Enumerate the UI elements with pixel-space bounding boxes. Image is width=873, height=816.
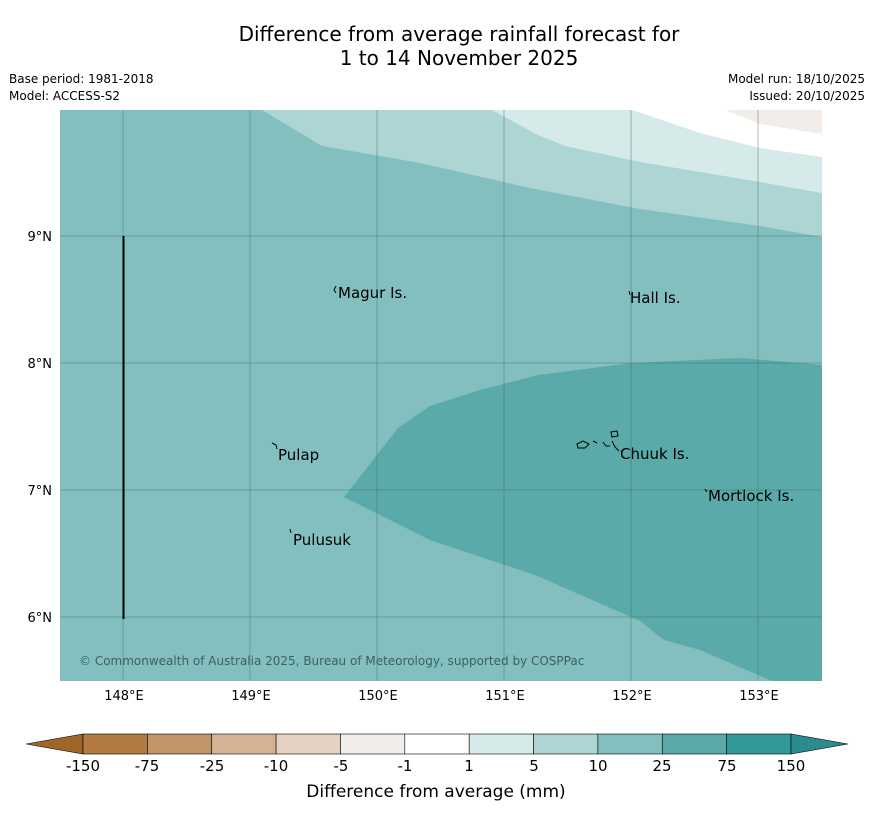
rainfall-band-25-75 xyxy=(344,358,822,681)
magur-island-shape xyxy=(333,285,337,294)
colorbar-swatch xyxy=(533,733,599,755)
colorbar-tick-label: -5 xyxy=(334,757,349,775)
title-line-2: 1 to 14 November 2025 xyxy=(339,46,579,70)
place-label-chuuk: Chuuk Is. xyxy=(620,445,689,463)
colorbar-tick-label: 10 xyxy=(588,757,607,775)
colorbar-swatch xyxy=(597,733,663,755)
mortlock-island-shape xyxy=(704,488,708,493)
colorbar-swatch xyxy=(661,733,727,755)
lat-label: 8°N xyxy=(28,357,53,372)
lon-label: 148°E xyxy=(104,689,144,704)
colorbar-tick-label: 25 xyxy=(652,757,671,775)
colorbar-tick-label: 75 xyxy=(717,757,736,775)
place-label-magur: Magur Is. xyxy=(338,284,407,302)
lon-label: 150°E xyxy=(358,689,398,704)
place-label-pulusuk: Pulusuk xyxy=(293,531,351,549)
colorbar-tick-label: 1 xyxy=(464,757,474,775)
place-label-mortlock: Mortlock Is. xyxy=(708,487,794,505)
colorbar-swatch xyxy=(211,733,277,755)
colorbar-tick-label: -150 xyxy=(66,757,100,775)
colorbar-tick-label: 5 xyxy=(529,757,539,775)
lon-label: 151°E xyxy=(485,689,525,704)
colorbar-swatch xyxy=(340,733,406,755)
colorbar-swatch xyxy=(82,733,148,755)
model-name: Model: ACCESS-S2 xyxy=(9,89,121,103)
colorbar-extend-high xyxy=(790,733,849,755)
run-info: Model run: 18/10/2025 Issued: 20/10/2025 xyxy=(728,71,865,105)
lat-label: 6°N xyxy=(28,611,53,626)
lat-label: 7°N xyxy=(28,484,53,499)
colorbar-tick-label: -10 xyxy=(264,757,289,775)
colorbar-tick-label: -25 xyxy=(200,757,225,775)
colorbar-tick-label: 150 xyxy=(777,757,806,775)
chuuk-island-shape xyxy=(576,430,620,452)
map-title: Difference from average rainfall forecas… xyxy=(0,22,873,70)
base-period: Base period: 1981-2018 xyxy=(9,72,154,86)
issued-date: Issued: 20/10/2025 xyxy=(749,89,865,103)
title-line-1: Difference from average rainfall forecas… xyxy=(238,22,680,46)
rainfall-band-minus5-minus1 xyxy=(725,110,822,134)
colorbar-swatch xyxy=(404,733,470,755)
latitude-labels: 9°N 8°N 7°N 6°N xyxy=(28,230,53,626)
longitude-labels: 148°E 149°E 150°E 151°E 152°E 153°E xyxy=(104,689,779,704)
colorbar-label: Difference from average (mm) xyxy=(306,782,565,802)
pulusuk-island-shape xyxy=(289,528,292,534)
colorbar xyxy=(25,733,849,755)
map-area[interactable]: Magur Is. Hall Is. Pulap Chuuk Is. Mortl… xyxy=(60,110,822,681)
colorbar-swatch xyxy=(726,733,792,755)
colorbar-extend-low xyxy=(25,733,84,755)
colorbar-tick-label: -75 xyxy=(135,757,160,775)
lon-label: 152°E xyxy=(612,689,652,704)
lon-label: 149°E xyxy=(231,689,271,704)
lat-label: 9°N xyxy=(28,230,53,245)
model-info: Base period: 1981-2018 Model: ACCESS-S2 xyxy=(9,71,154,105)
colorbar-tick-label: -1 xyxy=(398,757,413,775)
model-run: Model run: 18/10/2025 xyxy=(727,72,865,86)
colorbar-swatch xyxy=(147,733,213,755)
pulap-island-shape xyxy=(271,442,278,450)
colorbar-swatch xyxy=(275,733,341,755)
place-label-hall: Hall Is. xyxy=(630,289,681,307)
place-label-pulap: Pulap xyxy=(278,446,319,464)
lon-label: 153°E xyxy=(739,689,779,704)
colorbar-ticks: -150 -75 -25 -10 -5 -1 1 5 10 25 75 150 xyxy=(66,757,805,775)
colorbar-swatch xyxy=(468,733,534,755)
hall-island-shape xyxy=(628,290,631,296)
island-outlines xyxy=(271,285,708,534)
copyright-notice: © Commonwealth of Australia 2025, Bureau… xyxy=(79,654,584,668)
